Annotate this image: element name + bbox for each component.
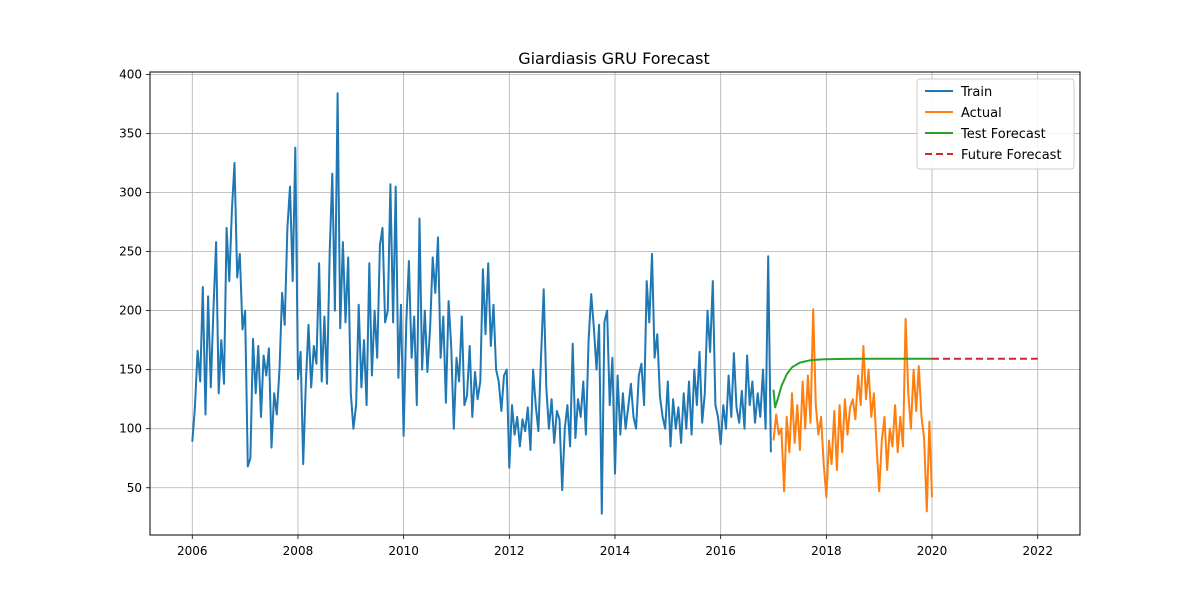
x-tick-label: 2016 — [705, 544, 736, 558]
legend-label: Actual — [961, 106, 1002, 121]
x-tick-label: 2014 — [600, 544, 631, 558]
y-tick-label: 400 — [119, 67, 142, 81]
y-axis: 50 100 150 200 250 300 350 400 — [119, 67, 150, 495]
series-layer — [191, 92, 1038, 515]
y-tick-label: 200 — [119, 304, 142, 318]
x-tick-label: 2018 — [811, 544, 842, 558]
x-axis: 2006 2008 2010 2012 2014 2016 2018 2020 2022 — [177, 535, 1053, 558]
legend-label: Train — [960, 85, 992, 100]
x-tick-label: 2008 — [283, 544, 314, 558]
x-tick-label: 2012 — [494, 544, 525, 558]
y-tick-label: 350 — [119, 126, 142, 140]
y-tick-label: 100 — [119, 422, 142, 436]
y-tick-label: 300 — [119, 185, 142, 199]
chart-title: Giardiasis GRU Forecast — [518, 49, 710, 68]
legend: Train Actual Test Forecast Future Forecast — [916, 78, 1075, 170]
series-line-test-forecast — [772, 357, 932, 409]
legend-box — [916, 78, 1075, 170]
legend-label: Future Forecast — [961, 148, 1062, 163]
x-tick-label: 2020 — [917, 544, 948, 558]
x-tick-label: 2006 — [177, 544, 208, 558]
x-tick-label: 2022 — [1022, 544, 1053, 558]
series-line-train — [191, 92, 772, 515]
x-tick-label: 2010 — [388, 544, 419, 558]
y-tick-label: 250 — [119, 245, 142, 259]
legend-label: Test Forecast — [960, 127, 1046, 142]
y-tick-label: 50 — [127, 481, 142, 495]
y-tick-label: 150 — [119, 363, 142, 377]
series-line-actual — [772, 308, 933, 513]
